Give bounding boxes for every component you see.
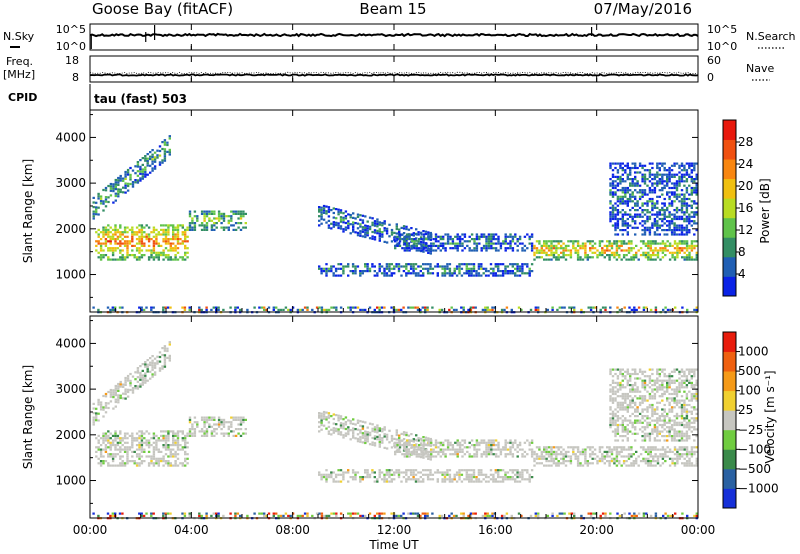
y-tick-label: 2000 [55, 222, 86, 236]
power-panel: 1000 2000 3000 4000 Slant Range [km] 4 8 12 16… [21, 109, 772, 314]
colorbar-segment [723, 410, 736, 431]
velocity-y-label: Slant Range [km] [21, 365, 35, 469]
nave-trace [89, 71, 699, 75]
nave-tick-top: 60 [707, 54, 721, 67]
colorbar-segment [723, 178, 736, 199]
nsky-tick-top: 10^5 [56, 23, 86, 36]
nsearch-tick-top: 10^5 [707, 23, 737, 36]
x-tick-label: 04:00 [174, 523, 209, 537]
x-tick-label: 16:00 [478, 523, 513, 537]
colorbar-tick-label: −1000 [738, 481, 779, 495]
power-colorbar-label: Power [dB] [758, 178, 772, 243]
colorbar-tick-label: 100 [738, 384, 761, 398]
power-colorbar: 4 8 12 16 20 24 28 [722, 119, 753, 297]
nsky-tick-bottom: 10^0 [56, 40, 86, 53]
x-tick-label: 08:00 [275, 523, 310, 537]
colorbar-segment [723, 468, 736, 489]
colorbar-segment [723, 276, 736, 297]
freq-tick-top: 18 [65, 54, 79, 67]
date-title: 07/May/2016 [594, 0, 692, 18]
colorbar-tick-label: −100 [738, 442, 771, 456]
y-tick-label: 4000 [55, 130, 86, 144]
x-tick-label: 12:00 [377, 523, 412, 537]
cpid-value: tau (fast) 503 [94, 92, 187, 106]
nsky-panel: N.Sky 10^5 10^0 10^5 10^0 N.Search [3, 23, 796, 53]
colorbar-tick-label: 8 [738, 245, 746, 259]
colorbar-segment [723, 332, 736, 352]
x-tick-label: 20:00 [579, 523, 614, 537]
nsearch-label: N.Search [746, 30, 796, 43]
y-tick-label: 3000 [55, 382, 86, 396]
power-y-label: Slant Range [km] [21, 159, 35, 263]
colorbar-tick-label: 25 [738, 403, 753, 417]
y-tick-label: 1000 [55, 268, 86, 282]
colorbar-tick-label: 24 [738, 157, 753, 171]
velocity-heatmap-cells [92, 341, 698, 520]
colorbar-tick-label: 500 [738, 364, 761, 378]
nave-label: Nave [746, 62, 774, 75]
colorbar-tick-label: 1000 [738, 345, 769, 359]
colorbar-tick-label: 4 [738, 267, 746, 281]
velocity-colorbar-label: Velocity [m s⁻¹] [763, 370, 777, 463]
colorbar-tick-label: −500 [738, 462, 771, 476]
freq-unit: [MHz] [3, 68, 35, 81]
colorbar-tick-label: 28 [738, 135, 753, 149]
y-tick-label: 2000 [55, 428, 86, 442]
colorbar-segment [723, 390, 736, 411]
colorbar-segment [723, 217, 736, 238]
x-tick-label: 00:00 [681, 523, 716, 537]
colorbar-segment [723, 120, 736, 140]
colorbar-tick-label: 20 [738, 179, 753, 193]
beam-title: Beam 15 [359, 0, 426, 18]
colorbar-tick-label: −25 [738, 423, 763, 437]
x-tick-label: 00:00 [73, 523, 108, 537]
y-tick-label: 3000 [55, 176, 86, 190]
nsky-trace [89, 32, 699, 38]
freq-tick-bottom: 8 [72, 71, 79, 84]
colorbar-segment [723, 429, 736, 450]
freq-label: Freq. [6, 55, 33, 68]
colorbar-segment [723, 351, 736, 372]
colorbar-segment [723, 371, 736, 392]
colorbar-tick-label: 12 [738, 223, 753, 237]
nave-tick-bottom: 0 [707, 71, 714, 84]
colorbar-segment [723, 449, 736, 470]
power-y-axis: 1000 2000 3000 4000 [55, 114, 698, 298]
nsky-label: N.Sky [3, 30, 35, 43]
x-axis-label: Time UT [368, 538, 419, 552]
colorbar-segment [723, 159, 736, 180]
colorbar-segment [723, 256, 736, 277]
velocity-y-axis: 1000 2000 3000 4000 [55, 320, 698, 504]
station-title: Goose Bay (fitACF) [92, 0, 233, 18]
y-tick-label: 1000 [55, 474, 86, 488]
y-tick-label: 4000 [55, 336, 86, 350]
colorbar-segment [723, 139, 736, 160]
nsearch-tick-bottom: 10^0 [707, 40, 737, 53]
colorbar-tick-label: 16 [738, 201, 753, 215]
colorbar-segment [723, 488, 736, 509]
velocity-colorbar: −1000 −500 −100 −25 25 100 500 1000 [722, 331, 779, 509]
colorbar-segment [723, 198, 736, 219]
time-x-axis: 00:00 04:00 08:00 12:00 16:00 20:00 00:00 [73, 24, 716, 537]
freq-trace [89, 73, 699, 77]
power-heatmap-cells [92, 135, 698, 314]
cpid-label: CPID [8, 91, 37, 104]
colorbar-segment [723, 237, 736, 258]
freq-panel: Freq. [MHz] 18 8 60 0 Nave [3, 54, 774, 84]
